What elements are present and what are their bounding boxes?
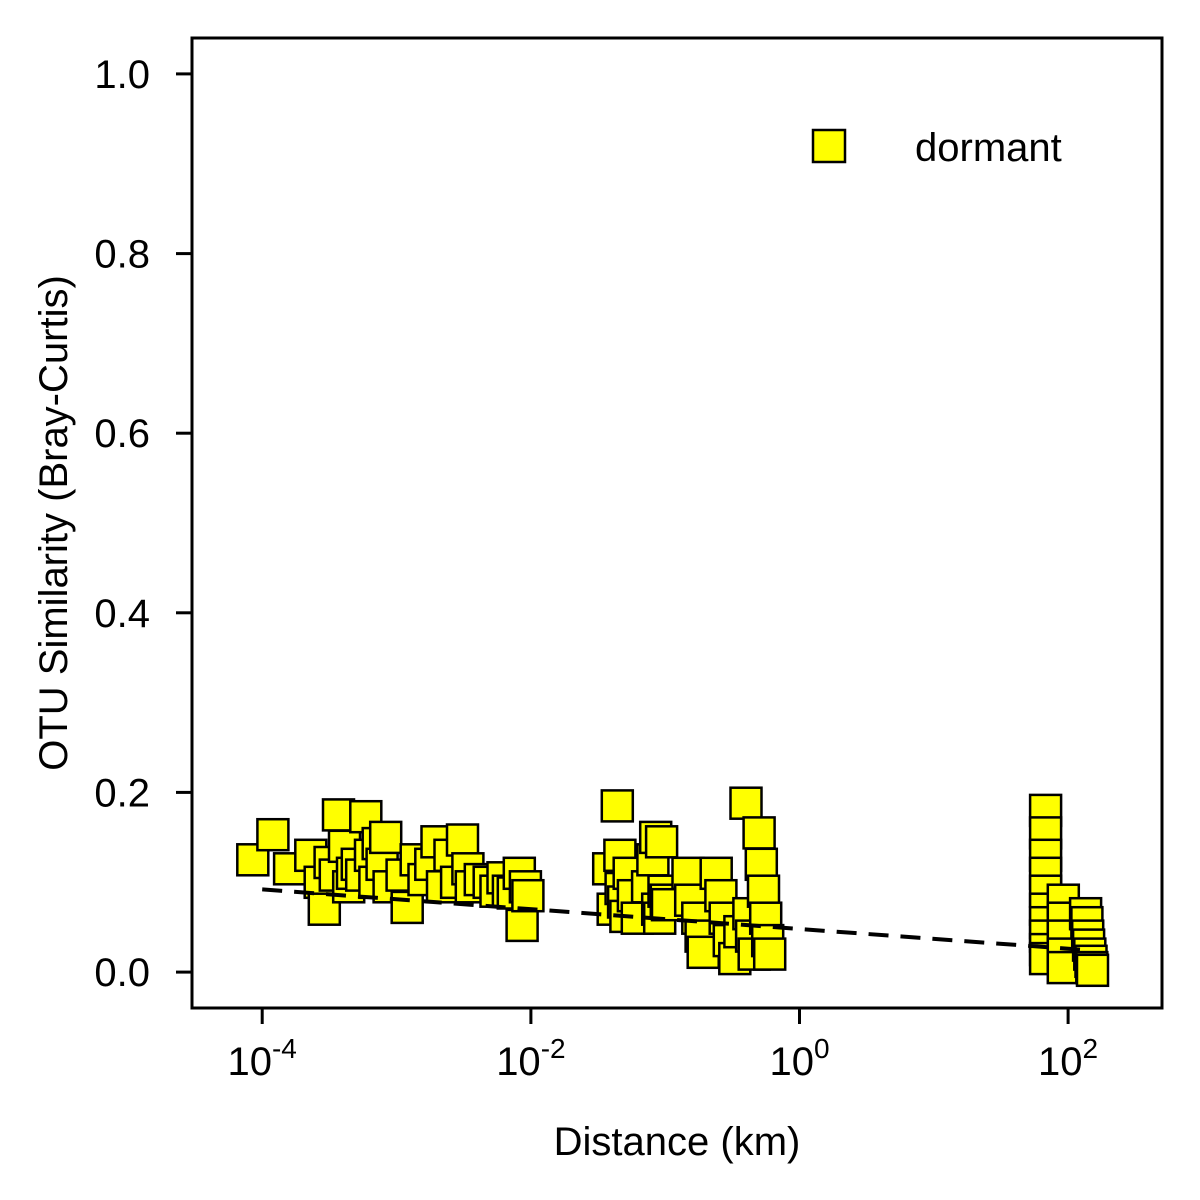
y-tick-label: 0.0 — [94, 951, 150, 995]
y-tick-label: 0.4 — [94, 592, 150, 636]
x-tick-label: 10-2 — [496, 1033, 565, 1084]
data-point — [256, 817, 290, 852]
y-tick-label: 1.0 — [94, 53, 150, 97]
x-axis-title: Distance (km) — [554, 1120, 801, 1164]
data-point — [505, 908, 539, 943]
data-point — [1075, 953, 1110, 988]
data-point — [368, 820, 403, 855]
data-point — [511, 878, 545, 913]
data-point — [644, 825, 679, 859]
y-tick-label: 0.8 — [94, 233, 150, 277]
trend-line — [262, 887, 1092, 953]
data-point — [752, 937, 787, 971]
trend-line-layer — [262, 887, 1092, 953]
data-point — [445, 823, 480, 857]
legend-label-dormant: dormant — [915, 126, 1062, 170]
x-tick-label: 10-4 — [227, 1033, 296, 1084]
y-axis-title: OTU Similarity (Bray-Curtis) — [32, 275, 76, 771]
data-point — [729, 786, 763, 820]
data-points-layer — [236, 786, 1110, 988]
y-tick-label: 0.2 — [94, 771, 150, 815]
legend-marker-dormant — [811, 128, 847, 164]
data-point — [742, 816, 776, 850]
x-tick-label: 102 — [1038, 1033, 1098, 1084]
x-tick-label: 100 — [769, 1033, 829, 1084]
y-axis: 0.0 0.2 0.4 0.6 0.8 1.0 — [94, 53, 192, 995]
plot-frame — [190, 36, 1164, 1010]
legend: dormant — [811, 126, 1062, 170]
data-point — [600, 789, 635, 823]
x-axis: 10-4 10-2 100 102 — [227, 1008, 1098, 1084]
data-point — [390, 890, 424, 925]
y-tick-label: 0.6 — [94, 412, 150, 456]
